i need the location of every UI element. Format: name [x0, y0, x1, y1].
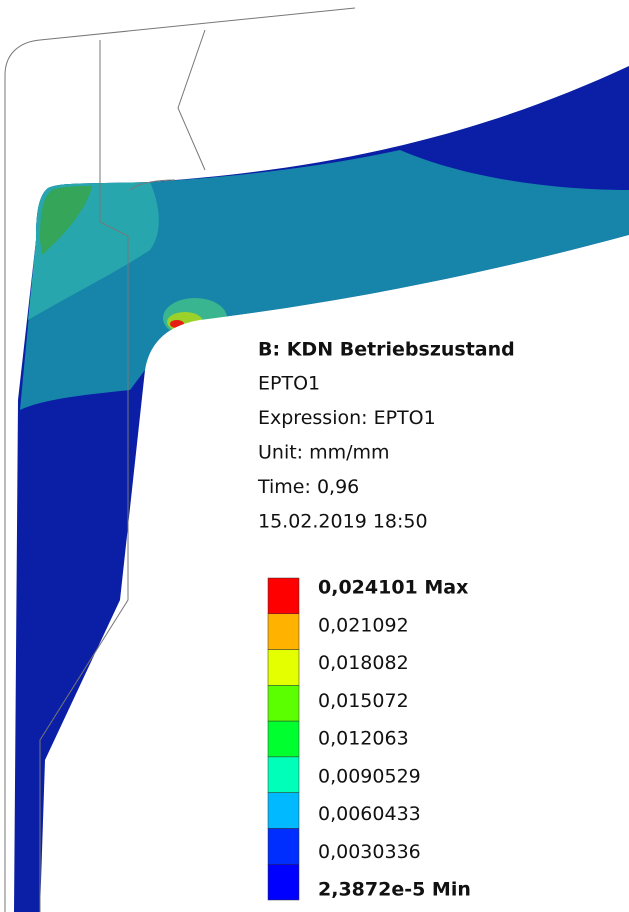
legend-swatch: [268, 650, 299, 686]
legend-swatch: [268, 828, 299, 864]
legend-swatch: [268, 614, 299, 650]
result-line: EPTO1: [258, 373, 320, 395]
result-line: Time: 0,96: [257, 476, 359, 498]
result-view: B: KDN Betriebszustand EPTO1 Expression: …: [0, 0, 629, 912]
legend-swatch: [268, 864, 299, 900]
result-title: B: KDN Betriebszustand: [258, 339, 515, 361]
legend-swatch: [268, 685, 299, 721]
legend-swatch: [268, 721, 299, 757]
legend-label: 2,3872e-5 Min: [318, 879, 471, 901]
legend-label: 0,012063: [318, 728, 409, 750]
result-line: Unit: mm/mm: [258, 442, 390, 464]
result-line: Expression: EPTO1: [258, 407, 436, 429]
result-line: 15.02.2019 18:50: [258, 511, 428, 533]
legend-label: 0,0090529: [318, 765, 421, 787]
legend-label: 0,018082: [318, 652, 409, 674]
legend-swatch: [268, 793, 299, 829]
legend-swatch: [268, 578, 299, 614]
legend-label: 0,015072: [318, 690, 409, 712]
legend-label: 0,024101 Max: [318, 577, 468, 599]
legend-swatch: [268, 757, 299, 793]
legend-label: 0,0030336: [318, 841, 421, 863]
legend-label: 0,021092: [318, 614, 409, 636]
legend-label: 0,0060433: [318, 803, 421, 825]
